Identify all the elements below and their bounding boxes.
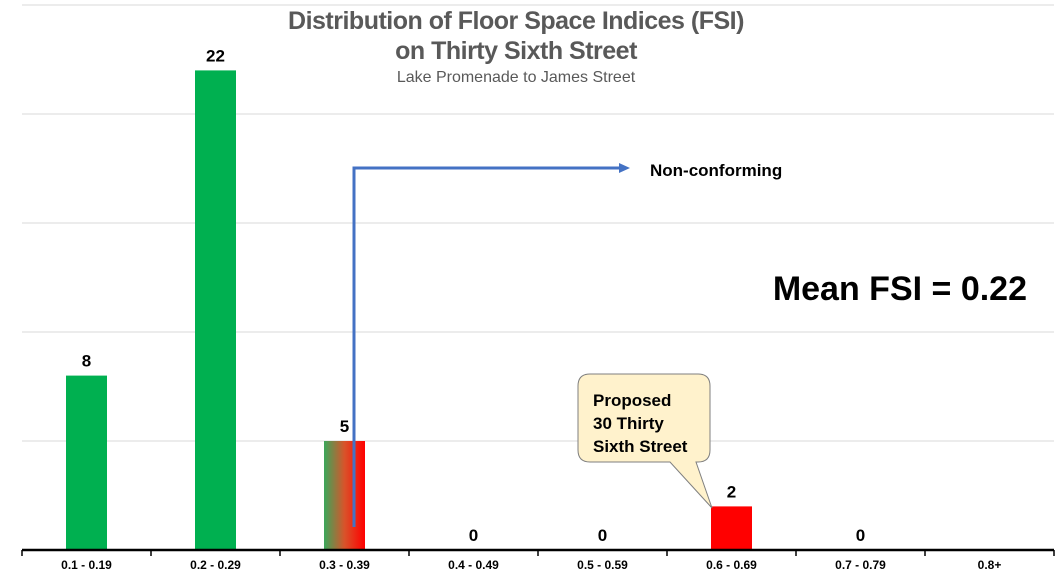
callout-line-1: Proposed (593, 391, 671, 410)
x-tick-label: 0.8+ (978, 558, 1002, 572)
proposed-callout: Proposed 30 Thirty Sixth Street (577, 373, 713, 509)
bar (66, 375, 107, 550)
data-label: 5 (340, 417, 349, 436)
x-tick-label: 0.5 - 0.59 (577, 558, 628, 572)
bar (195, 70, 236, 551)
chart-subtitle: Lake Promenade to James Street (397, 69, 636, 86)
mean-fsi-label: Mean FSI = 0.22 (773, 270, 1027, 308)
bar (324, 441, 365, 550)
chart-title-line2: on Thirty Sixth Street (395, 37, 638, 65)
data-label: 0 (469, 526, 478, 545)
callout-line-3: Sixth Street (593, 437, 688, 456)
x-tick-label: 0.4 - 0.49 (448, 558, 499, 572)
data-label: 2 (727, 482, 736, 501)
callout-line-2: 30 Thirty (593, 414, 664, 433)
x-tick-label: 0.6 - 0.69 (706, 558, 757, 572)
data-label: 0 (856, 526, 865, 545)
bar (711, 506, 752, 550)
x-tick-label: 0.1 - 0.19 (61, 558, 112, 572)
non-conforming-label: Non-conforming (650, 161, 782, 180)
data-label: 22 (206, 46, 225, 65)
x-tick-label: 0.2 - 0.29 (190, 558, 241, 572)
x-tick-label: 0.7 - 0.79 (835, 558, 886, 572)
data-label: 0 (598, 526, 607, 545)
non-conforming-arrow (352, 163, 630, 527)
x-tick-label: 0.3 - 0.39 (319, 558, 370, 572)
chart-title: Distribution of Floor Space Indices (FSI… (288, 7, 744, 35)
data-label: 8 (82, 352, 91, 371)
